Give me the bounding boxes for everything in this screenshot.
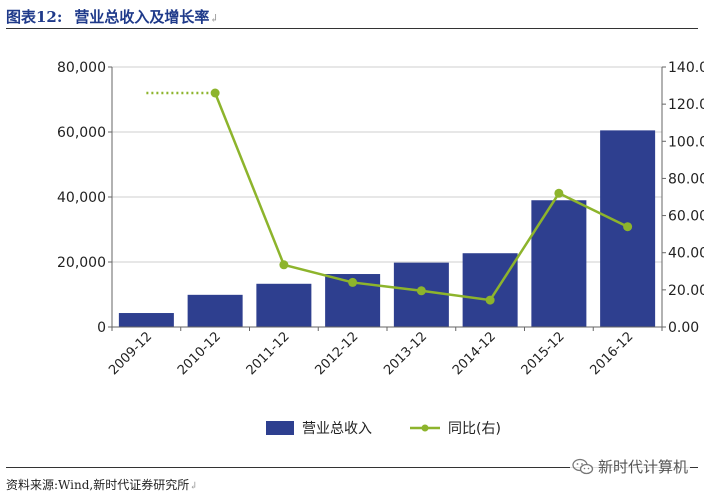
x-tick-label: 2014-12: [450, 329, 499, 378]
figure-header: 图表12: 营业总收入及增长率↲: [6, 6, 698, 29]
legend-label-revenue: 营业总收入: [302, 421, 372, 437]
y-right-tick-label: 0.00: [668, 320, 699, 336]
source-note: 资料来源:Wind,新时代证券研究所↲: [6, 476, 198, 493]
y-right-tick-label: 100.00: [668, 134, 704, 150]
bar: [531, 200, 587, 327]
bar: [118, 313, 174, 327]
figure-footer: 资料来源:Wind,新时代证券研究所↲: [6, 467, 698, 494]
growth-point: [210, 88, 220, 98]
figure-number: 图表12:: [6, 8, 63, 26]
paragraph-mark-icon: ↲: [209, 12, 219, 25]
figure-title: 营业总收入及增长率: [74, 8, 210, 26]
growth-point: [279, 260, 289, 270]
y-right-tick-label: 140.00: [668, 60, 704, 76]
y-left-tick-label: 40,000: [57, 190, 106, 206]
legend-label-growth: 同比(右): [448, 421, 501, 437]
y-left-tick-label: 20,000: [57, 255, 106, 271]
watermark: 新时代计算机: [569, 456, 690, 477]
x-tick-label: 2015-12: [519, 329, 568, 378]
growth-point: [554, 188, 564, 198]
legend-swatch-revenue: [266, 421, 294, 435]
x-tick-label: 2012-12: [312, 329, 361, 378]
watermark-text: 新时代计算机: [597, 458, 688, 476]
bar: [187, 294, 243, 327]
y-right-tick-label: 60.00: [668, 209, 704, 225]
paragraph-mark-icon: ↲: [189, 481, 198, 492]
x-tick-label: 2011-12: [244, 329, 293, 378]
growth-point: [416, 286, 426, 296]
y-left-tick-label: 80,000: [57, 60, 106, 76]
x-tick-label: 2013-12: [381, 329, 430, 378]
x-tick-label: 2016-12: [587, 329, 636, 378]
growth-point: [623, 222, 633, 232]
y-right-tick-label: 40.00: [668, 246, 704, 262]
y-right-tick-label: 120.00: [668, 97, 704, 113]
x-tick-label: 2009-12: [106, 329, 155, 378]
source-text: 资料来源:Wind,新时代证券研究所: [6, 478, 190, 492]
bar: [462, 253, 518, 327]
y-right-tick-label: 20.00: [668, 283, 704, 299]
legend-marker-growth: [421, 424, 429, 432]
y-right-tick-label: 80.00: [668, 171, 704, 187]
growth-point: [348, 277, 358, 287]
bar: [256, 283, 312, 327]
y-left-tick-label: 0: [97, 320, 106, 336]
y-left-tick-label: 60,000: [57, 125, 106, 141]
wechat-icon: [572, 458, 594, 474]
x-tick-label: 2010-12: [175, 329, 224, 378]
growth-point: [485, 295, 495, 305]
